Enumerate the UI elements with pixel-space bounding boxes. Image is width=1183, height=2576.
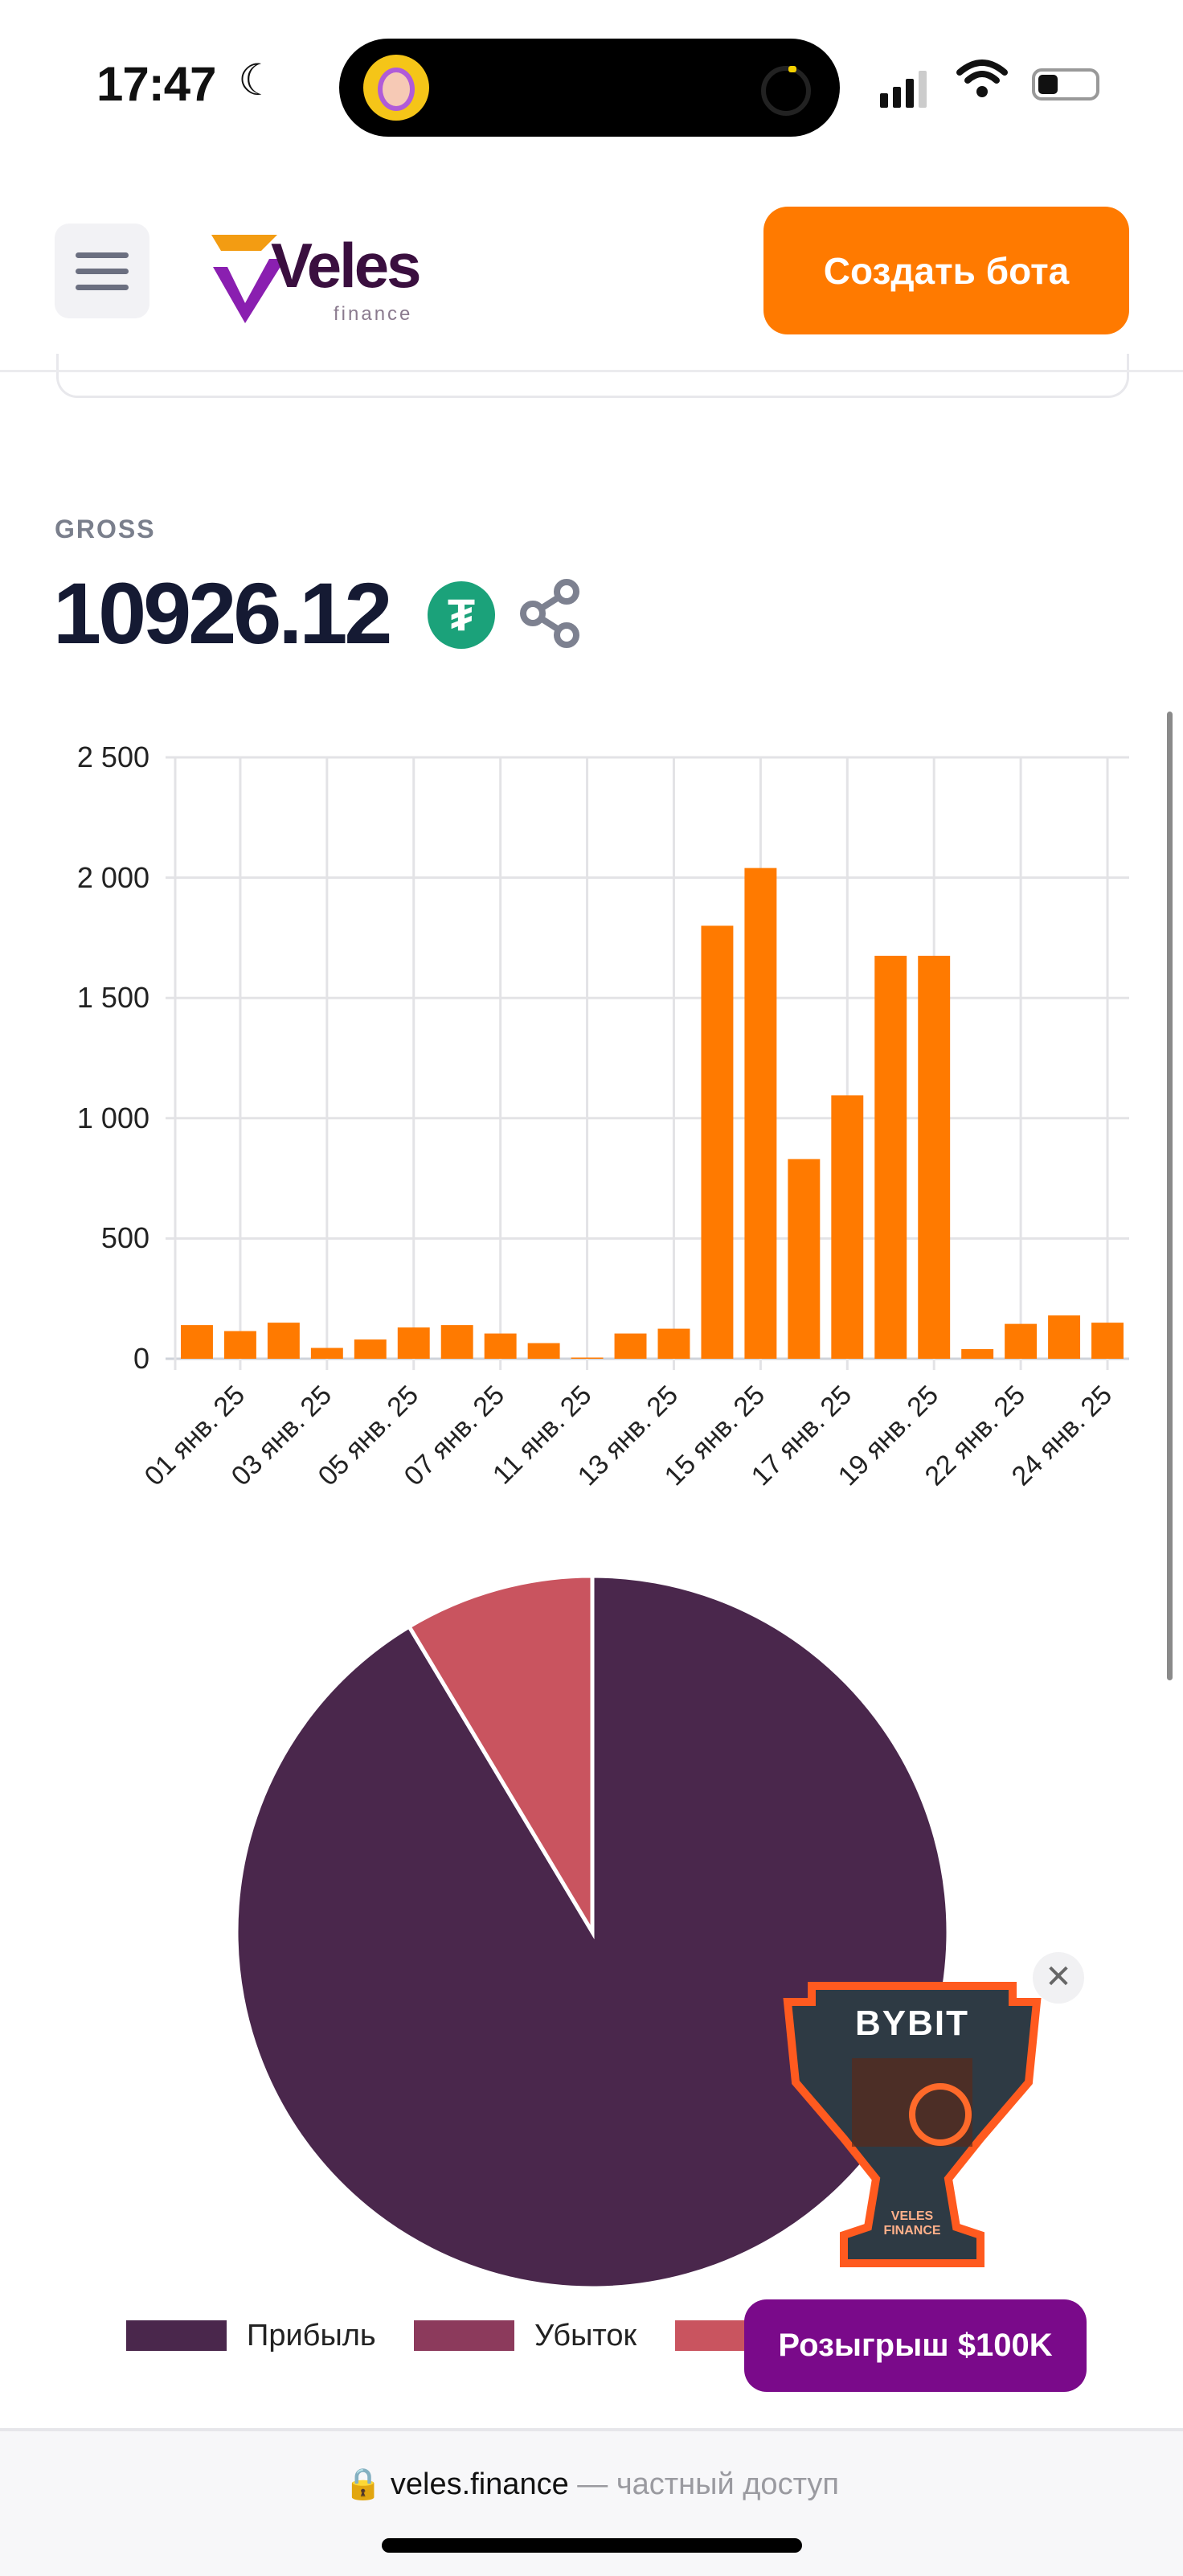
bar[interactable] xyxy=(267,1323,300,1359)
private-access-label: — частный доступ xyxy=(577,2467,839,2501)
bar[interactable] xyxy=(571,1357,604,1359)
timer-ring-icon xyxy=(761,66,811,116)
bar[interactable] xyxy=(354,1339,387,1359)
veles-logo[interactable]: Veles finance xyxy=(205,227,430,331)
legend-swatch-loss xyxy=(414,2320,514,2351)
browser-bottom-bar xyxy=(0,2428,1183,2576)
share-icon[interactable] xyxy=(518,577,583,654)
y-tick-label: 1 000 xyxy=(76,1101,149,1134)
page-scrollbar[interactable] xyxy=(1167,712,1173,1680)
lock-icon: 🔒 xyxy=(344,2467,383,2501)
signal-icon xyxy=(880,71,927,108)
wifi-icon xyxy=(956,58,1008,109)
gross-label: GROSS xyxy=(55,515,156,544)
y-tick-label: 2 500 xyxy=(76,740,149,773)
url-host: veles.finance xyxy=(390,2467,569,2501)
battery-icon xyxy=(1032,68,1099,100)
bar[interactable] xyxy=(918,955,951,1359)
bar[interactable] xyxy=(181,1325,213,1359)
legend-item-profit[interactable]: Прибыль xyxy=(126,2318,376,2352)
y-tick-label: 0 xyxy=(133,1342,149,1375)
address-bar[interactable]: 🔒 veles.finance — частный доступ xyxy=(0,2467,1183,2502)
bar[interactable] xyxy=(310,1347,343,1359)
bar[interactable] xyxy=(1048,1315,1081,1359)
bar[interactable] xyxy=(701,925,734,1359)
create-bot-button[interactable]: Создать бота xyxy=(763,207,1129,334)
bar[interactable] xyxy=(614,1333,647,1359)
gross-value: 10926.12 xyxy=(53,564,392,662)
logo-subtext: finance xyxy=(334,303,413,325)
legend-swatch-profit xyxy=(126,2320,227,2351)
bar[interactable] xyxy=(223,1331,256,1359)
bar[interactable] xyxy=(1005,1323,1038,1359)
status-time: 17:47 xyxy=(96,57,216,111)
prize-draw-button[interactable]: Розыгрыш $100K xyxy=(744,2299,1087,2392)
bar[interactable] xyxy=(831,1095,864,1359)
dynamic-island xyxy=(339,39,840,137)
bar[interactable] xyxy=(1091,1323,1124,1359)
legend-item-loss[interactable]: Убыток xyxy=(414,2318,637,2352)
avatar-icon xyxy=(363,55,429,121)
logo-wordmark: Veles xyxy=(271,230,422,301)
legend-label-profit: Прибыль xyxy=(247,2318,376,2352)
bar[interactable] xyxy=(657,1328,690,1359)
trophy-title: BYBIT xyxy=(855,2004,969,2043)
y-tick-label: 2 000 xyxy=(76,860,149,894)
home-indicator[interactable] xyxy=(382,2538,802,2553)
card-bottom-edge xyxy=(56,354,1129,398)
legend-label-loss: Убыток xyxy=(534,2318,637,2352)
bar[interactable] xyxy=(788,1159,821,1359)
profit-loss-pie-chart xyxy=(234,1573,951,2291)
gross-bar-chart xyxy=(166,756,1129,1370)
y-tick-label: 500 xyxy=(100,1221,149,1255)
veles-logo-mark-icon xyxy=(211,235,285,323)
bybit-trophy-image[interactable]: BYBIT VELES FINANCE xyxy=(780,1954,1045,2267)
header-divider xyxy=(0,370,1183,372)
trophy-subtitle: VELES FINANCE xyxy=(883,2209,941,2238)
close-icon[interactable]: ✕ xyxy=(1033,1952,1084,2004)
bar[interactable] xyxy=(484,1333,517,1359)
bar[interactable] xyxy=(874,955,907,1359)
bar[interactable] xyxy=(440,1325,473,1359)
tether-icon: ₮ xyxy=(428,581,495,649)
bar[interactable] xyxy=(527,1343,560,1359)
bar[interactable] xyxy=(744,868,777,1359)
moon-icon: ☾ xyxy=(238,56,277,105)
y-tick-label: 1 500 xyxy=(76,981,149,1015)
pie-slice-third[interactable] xyxy=(406,1573,595,1940)
menu-button[interactable] xyxy=(55,224,149,318)
bar[interactable] xyxy=(961,1349,994,1359)
bar[interactable] xyxy=(397,1327,430,1359)
